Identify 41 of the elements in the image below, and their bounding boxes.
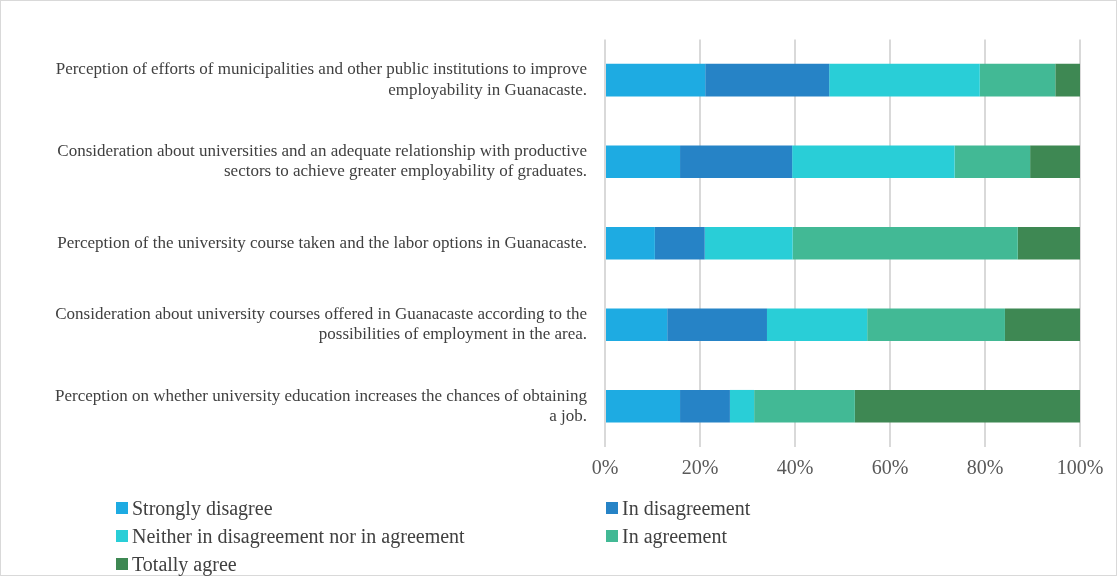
bar (867, 308, 1005, 342)
y-tick-label: Perception on whether university education increases the chances of obtaining a job. (54, 385, 588, 425)
bar (1017, 226, 1080, 260)
x-tick-label: 40% (776, 456, 814, 479)
legend-label: In disagreement (621, 495, 752, 521)
legend-label: In agreement (621, 523, 728, 549)
bar (606, 226, 655, 260)
legend-label: Strongly disagree (131, 495, 274, 521)
bar (680, 145, 793, 178)
x-tick-label: 0% (591, 456, 619, 479)
bar (792, 145, 955, 178)
y-tick-label: Consideration about universities and an adequate relationship with productive sectors to achieve greater employability of graduates. (57, 140, 587, 181)
bar (854, 389, 1080, 423)
legend-label: Neither in disagreement nor in agreement (131, 523, 466, 549)
legend-label: Totally agree (131, 551, 238, 576)
bar (954, 145, 1031, 178)
bar (1004, 308, 1080, 342)
bar (606, 308, 668, 342)
x-tick-label: 80% (966, 456, 1004, 479)
bar (754, 389, 855, 423)
bar (979, 63, 1056, 97)
y-tick-label: Perception of efforts of municipalities and other public institutions to improve employability in Guanacaste. (55, 59, 587, 99)
bar (606, 389, 681, 423)
bar (704, 226, 793, 260)
bar (705, 63, 830, 97)
x-tick-label: 60% (871, 456, 909, 479)
x-tick-label: 20% (681, 456, 719, 479)
bar (1055, 63, 1080, 97)
bar (829, 63, 980, 97)
x-tick-label: 100% (1056, 456, 1104, 479)
bar (766, 308, 868, 342)
bar (667, 308, 767, 342)
bar (654, 226, 705, 260)
bar (680, 389, 730, 423)
bar (792, 226, 1018, 260)
bar (729, 389, 755, 423)
y-tick-label: Perception of the university course taken and the labor options in Guanacaste. (57, 232, 587, 252)
bar (606, 63, 706, 97)
bar (606, 145, 681, 178)
y-tick-label: Consideration about university courses offered in Guanacaste according to the possibilities of employment in the area. (55, 303, 587, 344)
bar (1030, 145, 1080, 178)
